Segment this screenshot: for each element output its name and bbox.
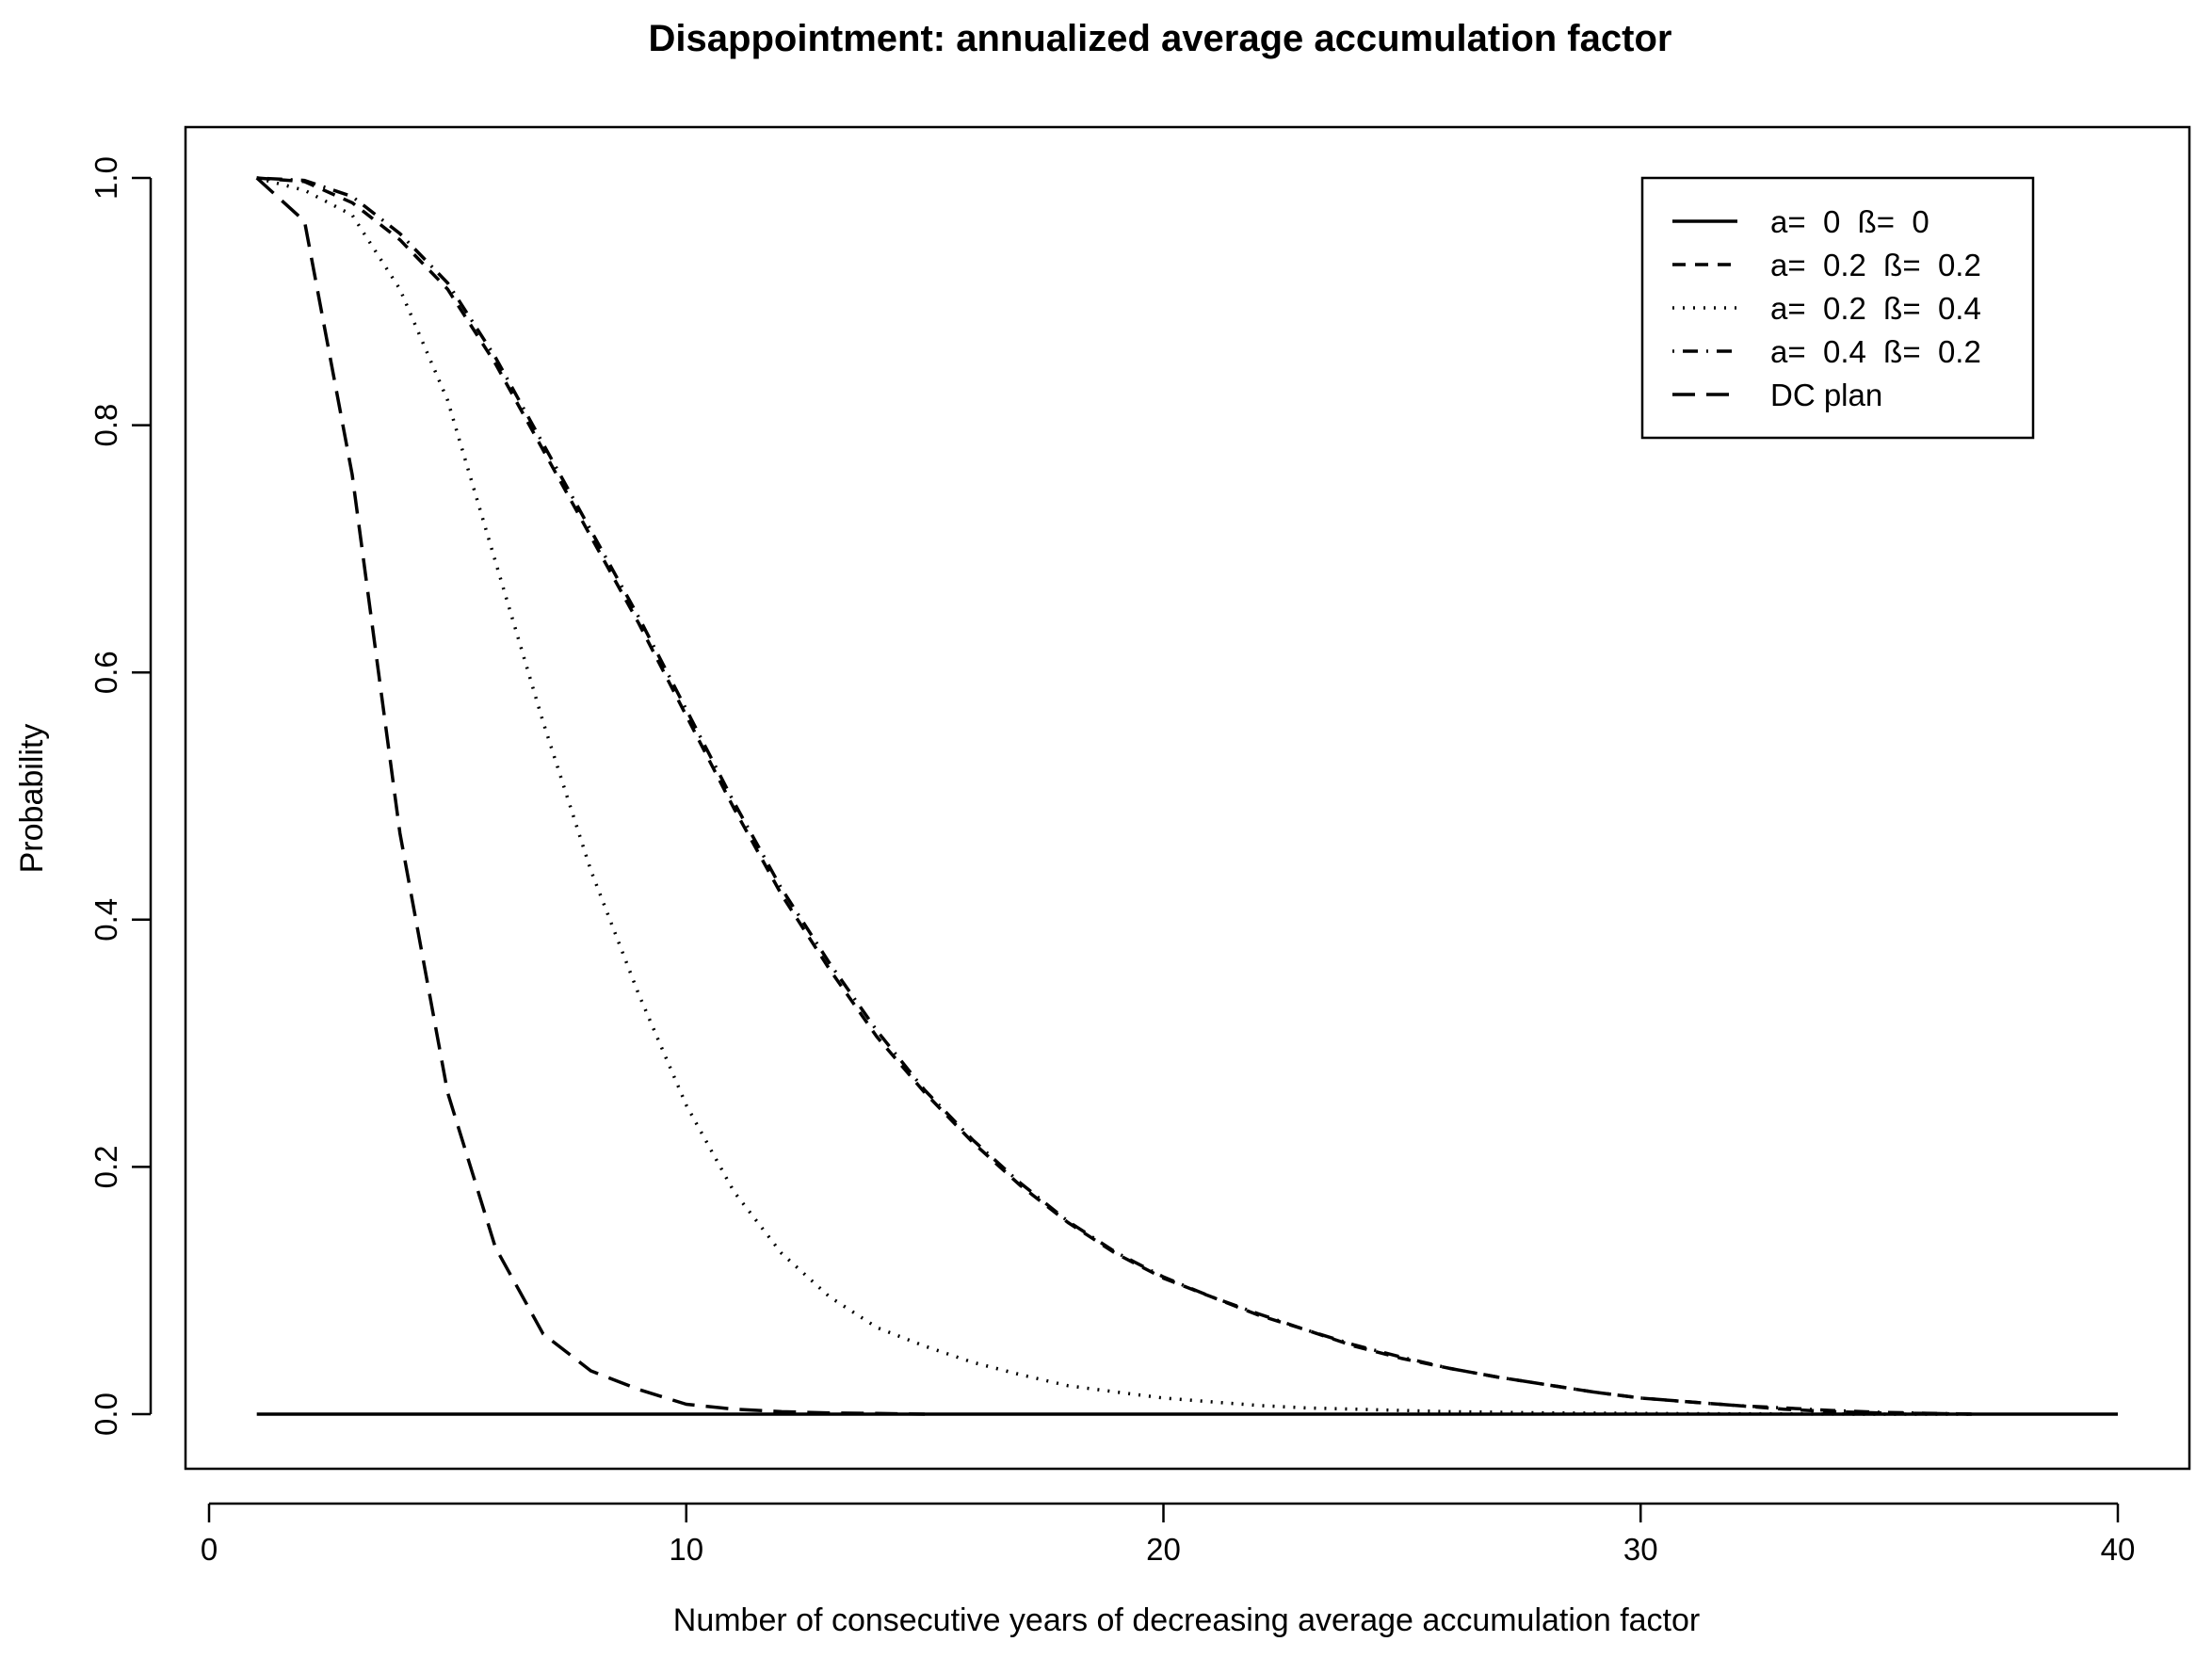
y-tick-label: 0.2 [89, 1145, 123, 1188]
legend-label-1: a= 0 ß= 0 [1770, 204, 1929, 239]
legend-label-3: a= 0.2 ß= 0.4 [1770, 291, 1981, 326]
legend-label-4: a= 0.4 ß= 0.2 [1770, 334, 1981, 369]
series-line-3 [256, 176, 1975, 1416]
x-axis: 0 10 20 30 40 [201, 1502, 2136, 1567]
y-tick-label: 0.0 [89, 1392, 123, 1436]
series-layer [255, 176, 2118, 1416]
x-tick-label: 40 [2101, 1532, 2136, 1567]
plot-frame [184, 125, 2191, 1471]
x-tick-label: 20 [1146, 1532, 1181, 1567]
x-tick-label: 10 [669, 1532, 703, 1567]
y-axis-label: Probability [14, 724, 50, 874]
legend-label-2: a= 0.2 ß= 0.2 [1770, 248, 1981, 282]
x-tick-label: 0 [201, 1532, 218, 1567]
y-tick-label: 1.0 [89, 156, 123, 200]
series-line-4 [256, 176, 1976, 1416]
series-line-2 [256, 176, 1976, 1416]
legend-box [1640, 176, 2035, 440]
x-tick-label: 30 [1623, 1532, 1658, 1567]
y-tick-label: 0.4 [89, 898, 123, 942]
legend-label-5: DC plan [1770, 378, 1882, 412]
series-line-5 [255, 176, 926, 1416]
x-axis-label: Number of consecutive years of decreasin… [673, 1602, 1700, 1638]
y-tick-label: 0.8 [89, 404, 123, 447]
y-tick-label: 0.6 [89, 651, 123, 694]
chart-title: Disappointment: annualized average accum… [649, 18, 1672, 59]
y-axis: 0.0 0.2 0.4 0.6 0.8 1.0 [89, 156, 153, 1436]
legend: a= 0 ß= 0 a= 0.2 ß= 0.2 a= 0.2 ß= 0.4 a= 0.… [1640, 176, 2035, 440]
